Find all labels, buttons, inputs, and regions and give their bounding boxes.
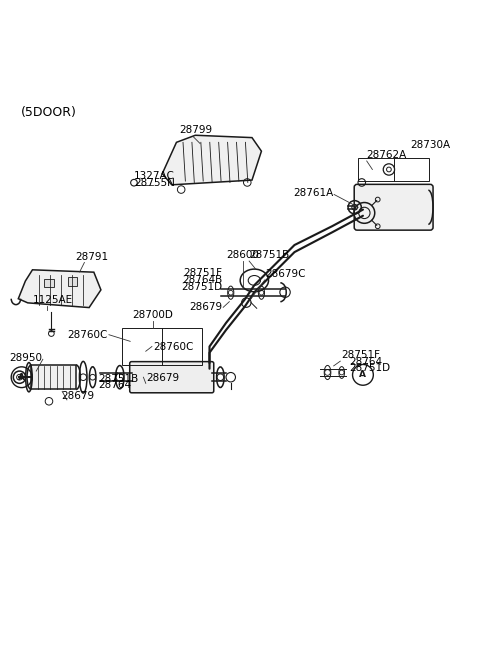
Text: 28755N: 28755N: [134, 178, 175, 188]
Text: 28764: 28764: [98, 380, 132, 391]
Text: 28751B: 28751B: [98, 374, 139, 384]
Polygon shape: [18, 270, 101, 308]
Text: 28751F: 28751F: [342, 350, 381, 360]
Text: 28679C: 28679C: [265, 269, 306, 279]
Text: 28730A: 28730A: [410, 140, 450, 150]
Text: 28762A: 28762A: [366, 150, 407, 160]
Bar: [122, 327, 203, 366]
Bar: [358, 158, 429, 182]
Text: A: A: [18, 373, 25, 381]
Text: 28751B: 28751B: [250, 250, 290, 260]
Text: (5DOOR): (5DOOR): [21, 106, 76, 119]
Text: A: A: [360, 370, 366, 380]
Text: 28761A: 28761A: [293, 188, 334, 198]
Text: 28799: 28799: [179, 125, 212, 135]
Polygon shape: [31, 365, 76, 389]
Text: 28700D: 28700D: [132, 310, 173, 319]
FancyBboxPatch shape: [130, 362, 214, 393]
Text: 28751D: 28751D: [349, 364, 390, 374]
Text: 28764: 28764: [349, 357, 382, 367]
Text: 28751D: 28751D: [181, 282, 222, 292]
Text: 28764B: 28764B: [182, 275, 222, 285]
Polygon shape: [162, 135, 262, 185]
Text: 1125AE: 1125AE: [33, 295, 72, 305]
Text: 28679: 28679: [61, 391, 94, 401]
Text: 28679: 28679: [189, 302, 222, 312]
Text: 1327AC: 1327AC: [134, 172, 175, 182]
Text: 28760C: 28760C: [153, 341, 193, 352]
Text: 28760C: 28760C: [68, 330, 108, 340]
Text: 28679: 28679: [146, 373, 179, 383]
FancyBboxPatch shape: [354, 184, 433, 230]
Bar: [68, 277, 77, 286]
Text: 28791: 28791: [75, 251, 108, 261]
Text: 28600: 28600: [226, 250, 259, 260]
Bar: [44, 279, 54, 287]
Text: 28950: 28950: [9, 353, 42, 363]
Text: 28751F: 28751F: [183, 269, 222, 279]
